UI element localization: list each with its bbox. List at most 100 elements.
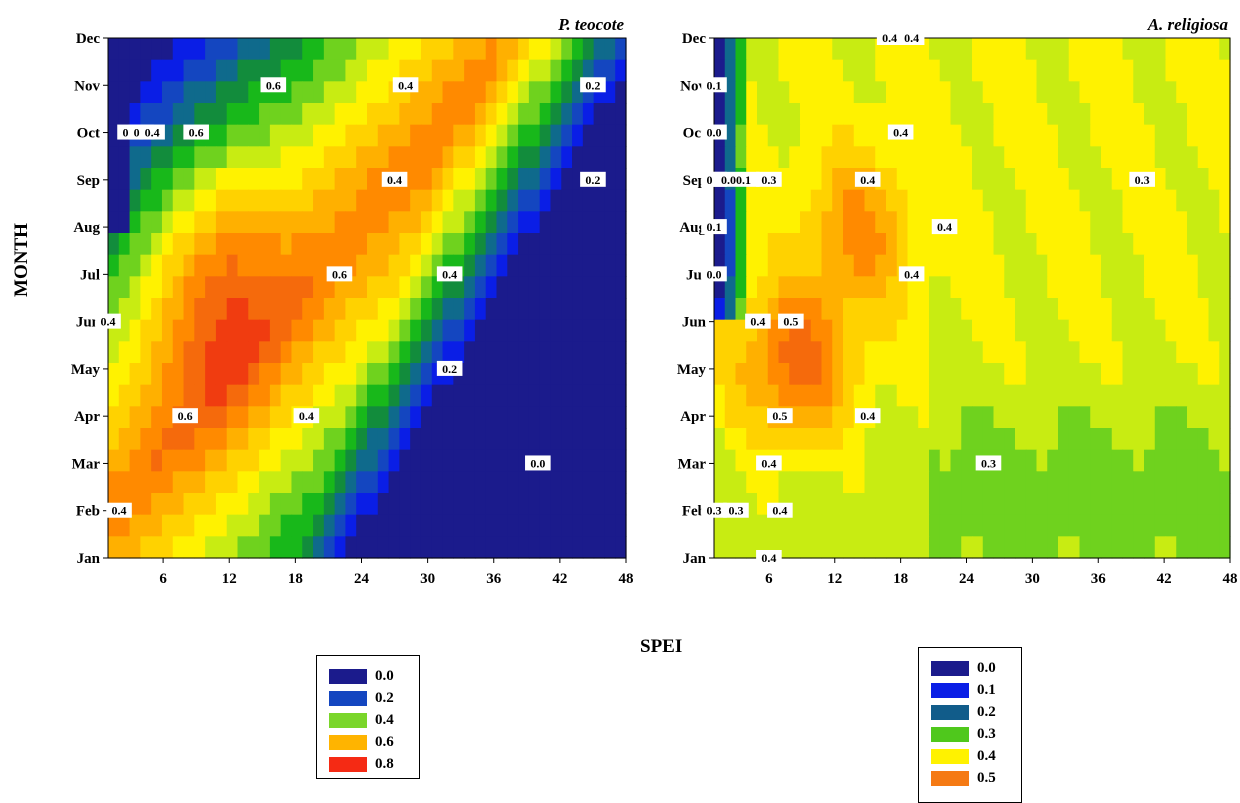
heatmap-cell <box>1101 514 1113 537</box>
heatmap-cell <box>604 341 616 364</box>
heatmap-cell <box>302 38 314 61</box>
heatmap-cell <box>453 211 465 234</box>
heatmap-cell <box>961 514 973 537</box>
heatmap-cell <box>237 341 249 364</box>
heatmap-cell <box>420 276 433 299</box>
heatmap-cell <box>1133 406 1145 429</box>
heatmap-cell <box>1047 103 1059 126</box>
y-tick-label: Jun <box>76 315 101 331</box>
heatmap-cell <box>1068 298 1081 321</box>
heatmap-cell <box>993 363 1005 386</box>
heatmap-cell <box>810 493 823 516</box>
heatmap-cell <box>1165 254 1177 277</box>
heatmap-cell <box>323 428 336 451</box>
heatmap-cell <box>248 406 260 429</box>
heatmap-cell <box>1187 428 1199 451</box>
heatmap-cell <box>886 103 898 126</box>
heatmap-cell <box>907 276 919 299</box>
heatmap-cell <box>1036 449 1048 472</box>
heatmap-cell <box>431 189 444 212</box>
heatmap-cell <box>518 363 530 386</box>
heatmap-cell <box>226 233 239 256</box>
heatmap-cell <box>334 124 347 147</box>
legend-entry: 0.0 <box>931 660 996 676</box>
heatmap-cell <box>714 363 726 386</box>
heatmap-cell <box>735 233 747 256</box>
contour-label: 0.4 <box>887 124 914 140</box>
heatmap-cell <box>528 406 541 429</box>
heatmap-cell <box>453 428 465 451</box>
heatmap-cell <box>593 254 606 277</box>
heatmap-cell <box>853 428 866 451</box>
heatmap-cell <box>961 363 973 386</box>
heatmap-cell <box>929 298 941 321</box>
heatmap-cell <box>442 449 454 472</box>
heatmap-cell <box>832 514 844 537</box>
heatmap-cell <box>746 276 758 299</box>
heatmap-cell <box>518 514 530 537</box>
heatmap-cell <box>886 146 898 169</box>
heatmap-cell <box>431 59 444 82</box>
heatmap-cell <box>1068 341 1081 364</box>
heatmap-cell <box>853 341 866 364</box>
heatmap-cell <box>1036 298 1048 321</box>
heatmap-cell <box>832 189 844 212</box>
heatmap-cell <box>215 211 228 234</box>
heatmap-cell <box>1133 254 1145 277</box>
heatmap-cell <box>582 276 595 299</box>
heatmap-cell <box>183 81 195 104</box>
heatmap-cell <box>1219 38 1231 61</box>
heatmap-cell <box>129 103 141 126</box>
svg-text:0.4: 0.4 <box>398 78 413 92</box>
heatmap-cell <box>1004 189 1016 212</box>
heatmap-cell <box>248 211 260 234</box>
heatmap-cell <box>1090 514 1102 537</box>
heatmap-cell <box>108 536 120 559</box>
heatmap-cell <box>226 189 239 212</box>
heatmap-cell <box>843 81 855 104</box>
heatmap-cell <box>313 319 325 342</box>
heatmap-cell <box>377 493 390 516</box>
heatmap-cell <box>367 298 379 321</box>
heatmap-cell <box>291 146 303 169</box>
heatmap-cell <box>1154 384 1167 407</box>
heatmap-cell <box>593 428 606 451</box>
heatmap-cell <box>929 536 941 559</box>
heatmap-cell <box>194 406 206 429</box>
heatmap-cell <box>1047 449 1059 472</box>
heatmap-cell <box>864 514 876 537</box>
heatmap-cell <box>972 168 984 191</box>
heatmap-cell <box>1047 384 1059 407</box>
heatmap-cell <box>356 298 368 321</box>
heatmap-cell <box>356 233 368 256</box>
heatmap-cell <box>507 254 519 277</box>
heatmap-cell <box>1144 363 1156 386</box>
heatmap-cell <box>226 384 239 407</box>
heatmap-cell <box>767 103 780 126</box>
heatmap-cell <box>800 81 812 104</box>
heatmap-cell <box>280 276 293 299</box>
heatmap-cell <box>507 449 519 472</box>
heatmap-cell <box>453 103 465 126</box>
heatmap-cell <box>1122 406 1134 429</box>
heatmap-cell <box>1133 449 1145 472</box>
heatmap-cell <box>183 189 195 212</box>
heatmap-cell <box>550 493 562 516</box>
heatmap-cell <box>1176 298 1188 321</box>
heatmap-cell <box>1154 124 1167 147</box>
heatmap-cell <box>442 189 454 212</box>
heatmap-cell <box>1165 124 1177 147</box>
heatmap-cell <box>507 146 519 169</box>
heatmap-cell <box>853 254 866 277</box>
heatmap-cell <box>1197 81 1210 104</box>
heatmap-cell <box>1068 59 1081 82</box>
heatmap-cell <box>993 384 1005 407</box>
heatmap-cell <box>1058 514 1070 537</box>
heatmap-cell <box>778 211 790 234</box>
heatmap-cell <box>215 384 228 407</box>
heatmap-cell <box>1047 189 1059 212</box>
heatmap-cell <box>323 189 336 212</box>
heatmap-cell <box>1101 428 1113 451</box>
heatmap-cell <box>886 211 898 234</box>
heatmap-cell <box>778 124 790 147</box>
